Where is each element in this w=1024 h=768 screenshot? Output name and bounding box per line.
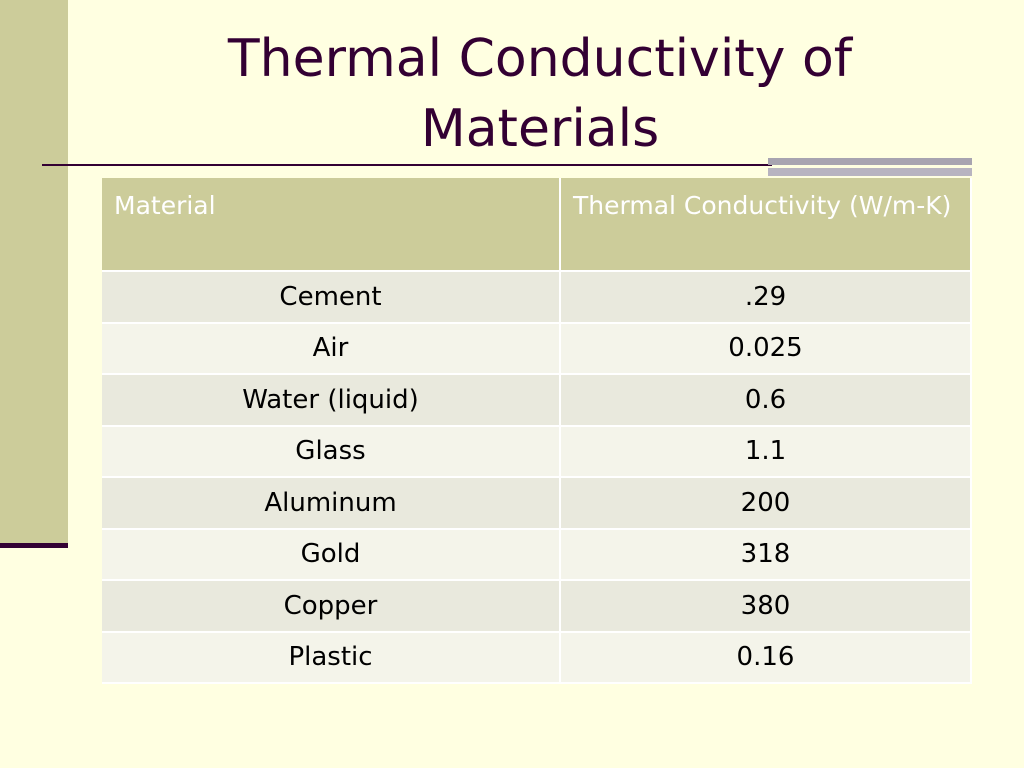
conductivity-cell: .29 [560, 271, 972, 324]
material-cell: Aluminum [102, 477, 561, 530]
material-cell: Gold [102, 528, 561, 581]
side-bar [0, 0, 68, 543]
table-row: Plastic 0.16 [102, 631, 972, 684]
accent-bar [768, 168, 972, 176]
table-row: Air 0.025 [102, 322, 972, 375]
table-row: Cement .29 [102, 271, 972, 324]
table-row: Copper 380 [102, 580, 972, 633]
material-cell: Copper [102, 580, 561, 633]
column-header: Material [102, 178, 561, 272]
material-cell: Cement [102, 271, 561, 324]
conductivity-cell: 1.1 [560, 425, 972, 478]
table-row: Aluminum 200 [102, 477, 972, 530]
header-row: Material Thermal Conductivity (W/m-K) [102, 178, 972, 272]
material-cell: Glass [102, 425, 561, 478]
table-row: Water (liquid) 0.6 [102, 374, 972, 427]
conductivity-cell: 0.16 [560, 631, 972, 684]
material-cell: Plastic [102, 631, 561, 684]
material-cell: Air [102, 322, 561, 375]
table: Material Thermal Conductivity (W/m-K) Cem… [102, 178, 972, 684]
table-row: Gold 318 [102, 528, 972, 581]
accent-bar [768, 158, 972, 165]
title: Thermal Conductivity of Materials [227, 29, 853, 159]
table-row: Glass 1.1 [102, 425, 972, 478]
material-cell: Water (liquid) [102, 374, 561, 427]
conductivity-cell: 0.025 [560, 322, 972, 375]
column-header: Thermal Conductivity (W/m-K) [560, 178, 972, 272]
title-rule [42, 164, 772, 166]
conductivity-cell: 0.6 [560, 374, 972, 427]
conductivity-cell: 200 [560, 477, 972, 530]
conductivity-cell: 318 [560, 528, 972, 581]
side-line [0, 543, 68, 548]
conductivity-cell: 380 [560, 580, 972, 633]
